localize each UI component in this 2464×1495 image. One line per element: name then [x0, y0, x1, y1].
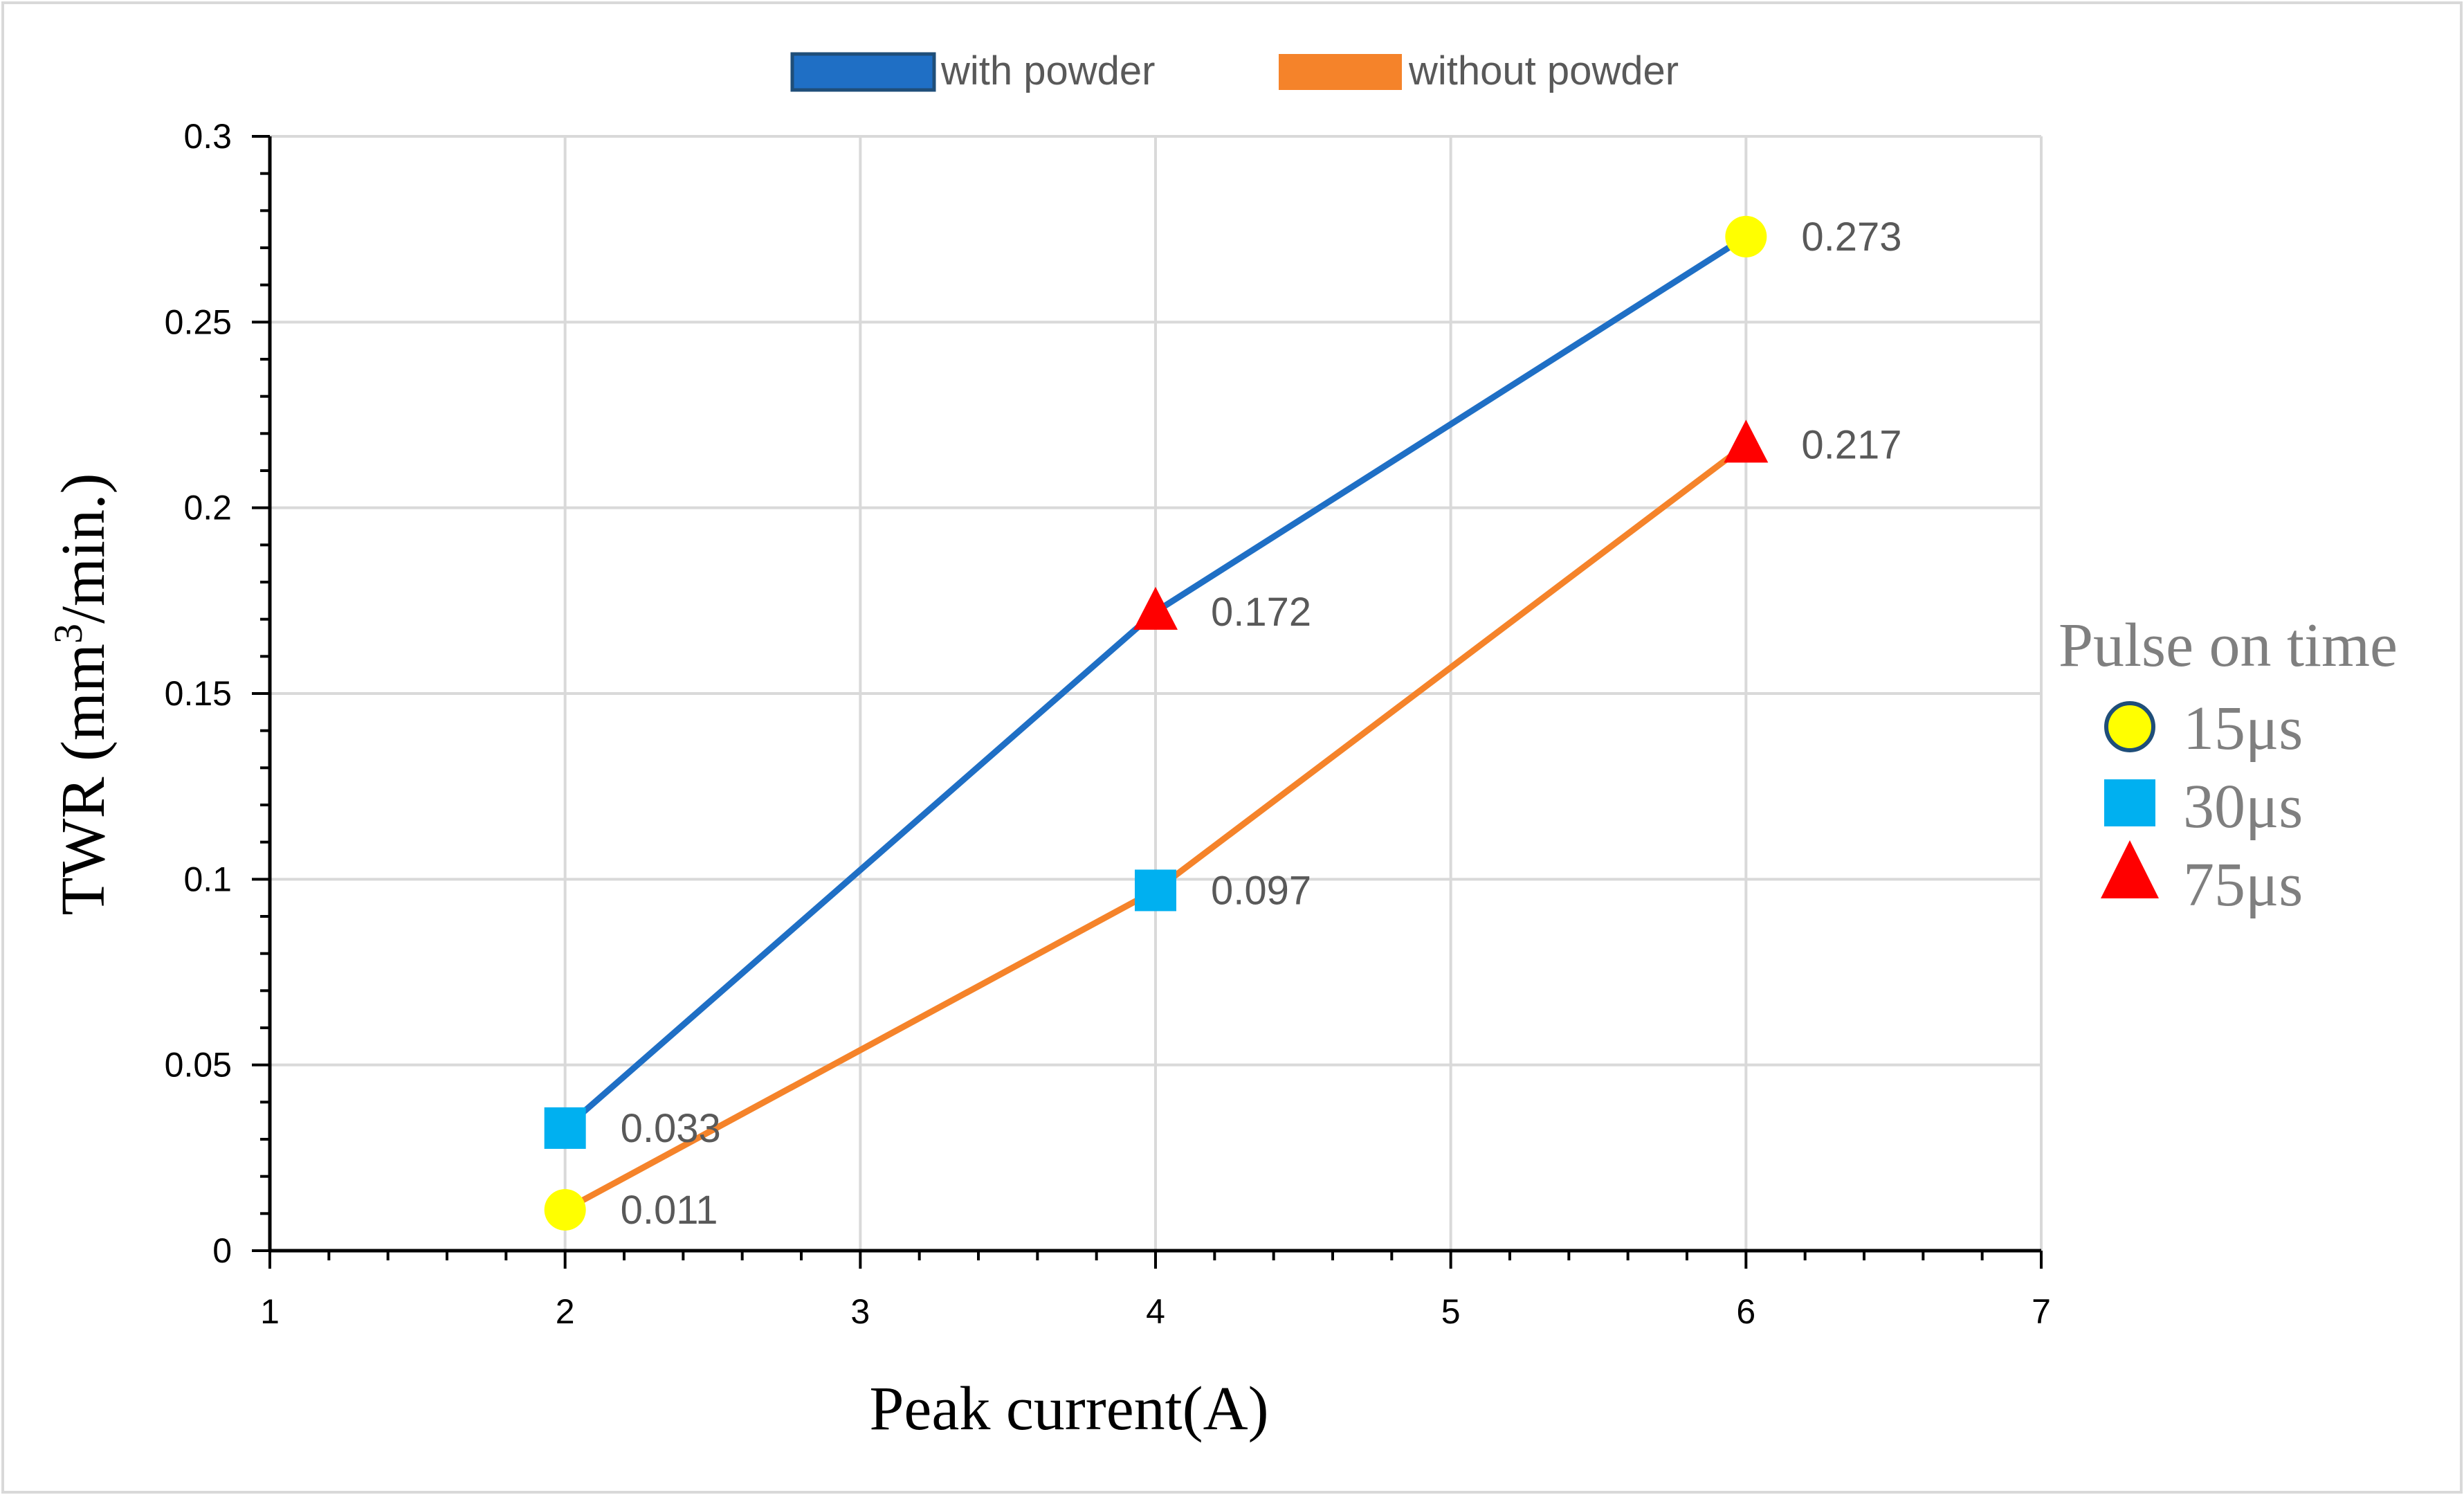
y-axis-title: TWR (mm3/min.) — [46, 473, 118, 916]
legend-triangle-icon — [2101, 840, 2159, 898]
y-tick-label: 0 — [212, 1231, 232, 1270]
x-tick-label: 2 — [556, 1292, 575, 1331]
legend-circle-icon — [2104, 701, 2155, 752]
y-tick-label: 0.1 — [183, 860, 232, 898]
y-axis-title-main: TWR (mm — [49, 644, 118, 915]
data-label: 0.217 — [1801, 422, 1901, 467]
y-axis-title-tail: /min.) — [49, 473, 118, 624]
grid-lines — [270, 135, 2043, 1251]
circle-marker — [1725, 215, 1767, 257]
y-tick-label: 0.05 — [165, 1046, 232, 1085]
pulse-on-time-legend: Pulse on time 15μs 30μs 75μs — [2059, 611, 2398, 919]
data-label: 0.172 — [1211, 590, 1311, 635]
y-tick-label: 0.2 — [183, 489, 232, 527]
x-tick-label: 6 — [1736, 1292, 1755, 1331]
legend-swatch-without-powder — [1279, 54, 1402, 90]
data-label: 0.011 — [621, 1188, 718, 1233]
legend-swatch-with-powder — [790, 52, 936, 92]
legend-label-without-powder: without powder — [1408, 48, 1679, 93]
x-tick-label: 7 — [2032, 1292, 2051, 1331]
pulse-legend-label-15us: 15μs — [2183, 694, 2303, 763]
data-labels: 0.033 0.172 0.273 0.011 0.097 0.217 — [621, 215, 1902, 1233]
axes: 0 0.05 0.1 0.15 0.2 0.25 0.3 1 2 3 4 5 6 7 — [165, 117, 2051, 1331]
legend-square-icon — [2104, 779, 2155, 826]
y-tick-label: 0.15 — [165, 674, 232, 713]
x-tick-label: 5 — [1441, 1292, 1461, 1331]
square-marker — [1135, 869, 1176, 912]
data-markers — [544, 215, 1769, 1231]
triangle-marker — [1133, 586, 1178, 630]
pulse-legend-title: Pulse on time — [2059, 611, 2398, 680]
circle-marker — [544, 1188, 586, 1231]
pulse-legend-label-75us: 75μs — [2183, 851, 2303, 919]
x-tick-label: 1 — [260, 1292, 280, 1331]
legend-label-with-powder: with powder — [940, 48, 1155, 93]
y-tick-label: 0.25 — [165, 302, 232, 341]
series-legend: with powder without powder — [790, 48, 1679, 93]
pulse-legend-label-30us: 30μs — [2183, 772, 2303, 841]
y-axis-title-superscript: 3 — [46, 624, 91, 644]
y-tick-label: 0.3 — [183, 117, 232, 156]
data-label: 0.097 — [1211, 868, 1311, 913]
square-marker — [544, 1107, 586, 1149]
x-tick-label: 3 — [850, 1292, 870, 1331]
data-label: 0.033 — [621, 1106, 721, 1151]
data-label: 0.273 — [1801, 215, 1901, 260]
x-axis-title: Peak current(A) — [869, 1375, 1268, 1443]
triangle-marker — [1724, 419, 1769, 463]
x-tick-label: 4 — [1146, 1292, 1165, 1331]
